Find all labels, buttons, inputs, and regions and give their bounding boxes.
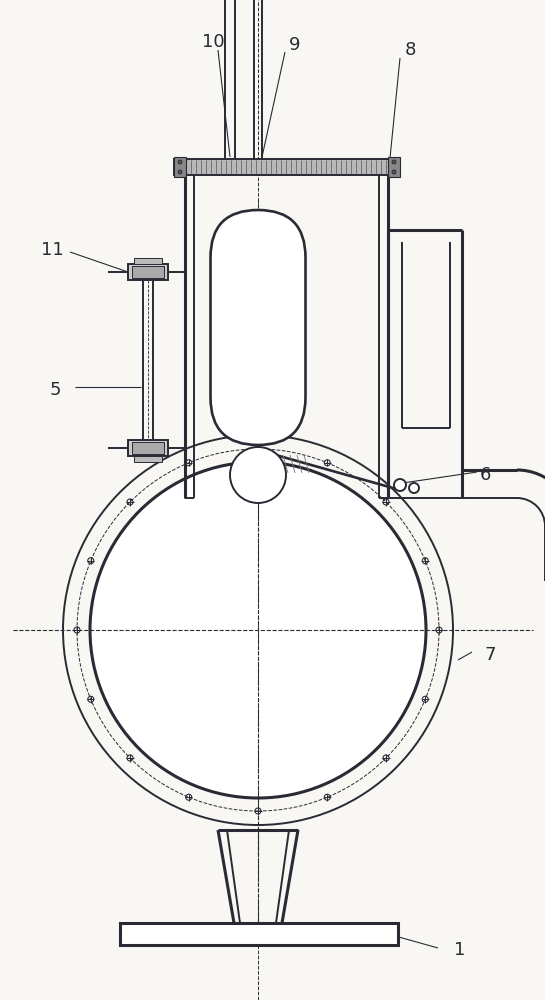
- Circle shape: [178, 160, 182, 164]
- Text: 10: 10: [202, 33, 225, 51]
- Circle shape: [394, 479, 406, 491]
- Circle shape: [178, 170, 182, 174]
- Circle shape: [392, 170, 396, 174]
- Bar: [134, 456, 162, 462]
- Bar: [174, 159, 400, 175]
- Circle shape: [230, 447, 286, 503]
- Circle shape: [90, 462, 426, 798]
- Bar: [134, 258, 162, 264]
- FancyBboxPatch shape: [210, 210, 306, 445]
- Text: 8: 8: [404, 41, 416, 59]
- Text: 9: 9: [289, 36, 301, 54]
- Text: 6: 6: [479, 466, 490, 484]
- Bar: [388, 157, 400, 177]
- Text: 1: 1: [455, 941, 465, 959]
- Bar: [132, 442, 164, 454]
- Bar: [128, 264, 168, 280]
- Circle shape: [409, 483, 419, 493]
- Bar: [120, 923, 398, 945]
- Bar: [174, 157, 186, 177]
- Text: 5: 5: [49, 381, 60, 399]
- Bar: [128, 440, 168, 456]
- Bar: [132, 266, 164, 278]
- Circle shape: [392, 160, 396, 164]
- Text: 7: 7: [485, 646, 496, 664]
- Text: 11: 11: [41, 241, 63, 259]
